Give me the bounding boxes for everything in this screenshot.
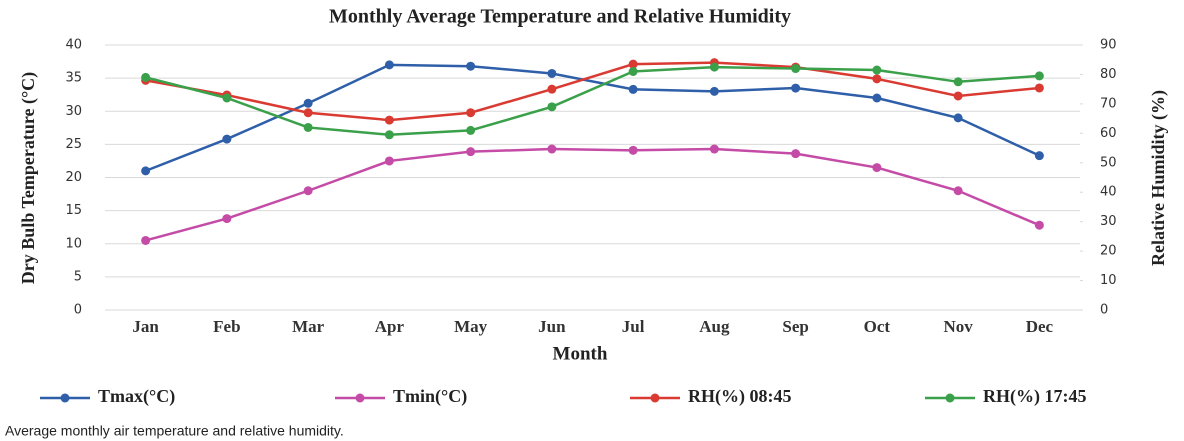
legend-marker xyxy=(650,393,660,403)
data-point xyxy=(1034,83,1044,93)
caption: Average monthly air temperature and rela… xyxy=(5,423,344,439)
y-tick-label: 10 xyxy=(65,236,82,251)
y2-tick-label: 70 xyxy=(1100,96,1117,111)
x-tick-label: May xyxy=(454,317,488,336)
x-axis-label: Month xyxy=(553,343,608,364)
data-point xyxy=(709,144,719,154)
data-point xyxy=(384,130,394,140)
data-point xyxy=(384,115,394,125)
data-point xyxy=(466,125,476,135)
series-line xyxy=(145,147,1040,242)
data-point xyxy=(628,145,638,155)
data-point xyxy=(872,65,882,75)
x-tick-label: Dec xyxy=(1026,317,1054,336)
y-tick-label: 0 xyxy=(74,303,82,318)
data-point xyxy=(872,93,882,103)
data-point xyxy=(872,163,882,173)
data-point xyxy=(222,93,232,103)
y-tick-label: 35 xyxy=(65,71,82,86)
series-line xyxy=(145,65,1040,137)
x-tick-label: Sep xyxy=(782,317,808,336)
x-tick-label: Jan xyxy=(132,317,159,336)
series-line xyxy=(145,61,1040,122)
y2-tick-label: 50 xyxy=(1100,155,1117,170)
y-tick-label: 20 xyxy=(65,170,82,185)
legend-marker xyxy=(60,393,70,403)
x-tick-label: Mar xyxy=(292,317,325,336)
data-point xyxy=(953,91,963,101)
legend-label: Tmax(°C) xyxy=(98,386,175,407)
data-point xyxy=(547,102,557,112)
data-point xyxy=(303,98,313,108)
data-point xyxy=(384,60,394,70)
x-tick-label: Feb xyxy=(213,317,240,336)
y-tick-label: 5 xyxy=(74,269,82,284)
data-point xyxy=(953,186,963,196)
data-point xyxy=(141,166,151,176)
y2-tick-label: 90 xyxy=(1100,38,1117,53)
y2-axis-label: Relative Humidity (%) xyxy=(1148,90,1169,266)
y-tick-label: 25 xyxy=(65,137,82,152)
data-point xyxy=(547,68,557,78)
legend-label: RH(%) 17:45 xyxy=(983,386,1086,407)
data-point xyxy=(1034,151,1044,161)
chart-title: Monthly Average Temperature and Relative… xyxy=(329,6,791,28)
data-point xyxy=(547,144,557,154)
data-point xyxy=(466,61,476,71)
data-point xyxy=(303,186,313,196)
data-point xyxy=(628,59,638,69)
data-point xyxy=(1034,71,1044,81)
legend-marker xyxy=(945,393,955,403)
data-point xyxy=(141,72,151,82)
data-point xyxy=(303,122,313,132)
x-tick-label: Jun xyxy=(538,317,566,336)
y-tick-label: 15 xyxy=(65,203,82,218)
data-point xyxy=(953,77,963,87)
x-tick-label: Oct xyxy=(864,317,891,336)
y2-tick-label: 0 xyxy=(1100,303,1108,318)
data-point xyxy=(1034,220,1044,230)
y2-tick-label: 10 xyxy=(1100,273,1117,288)
x-tick-label: Jul xyxy=(622,317,645,336)
data-point xyxy=(791,64,801,74)
x-tick-label: Aug xyxy=(699,317,730,336)
y2-tick-label: 30 xyxy=(1100,214,1117,229)
data-point xyxy=(791,149,801,159)
data-point xyxy=(791,83,801,93)
y2-tick-label: 20 xyxy=(1100,244,1117,259)
data-point xyxy=(222,134,232,144)
x-tick-label: Nov xyxy=(943,317,973,336)
y-tick-label: 40 xyxy=(65,38,82,53)
x-tick-label: Apr xyxy=(375,317,405,336)
data-point xyxy=(709,62,719,72)
data-point xyxy=(953,113,963,123)
legend-label: RH(%) 08:45 xyxy=(688,386,791,407)
data-point xyxy=(466,147,476,157)
data-point xyxy=(141,235,151,245)
data-point xyxy=(547,84,557,94)
y-tick-label: 30 xyxy=(65,104,82,119)
y2-tick-label: 40 xyxy=(1100,185,1117,200)
data-point xyxy=(628,84,638,94)
data-point xyxy=(872,74,882,84)
y2-tick-label: 60 xyxy=(1100,126,1117,141)
data-point xyxy=(222,214,232,224)
data-point xyxy=(466,108,476,118)
y2-tick-label: 80 xyxy=(1100,67,1117,82)
data-point xyxy=(303,108,313,118)
y-axis-label: Dry Bulb Temperature (°C) xyxy=(18,72,39,284)
legend-label: Tmin(°C) xyxy=(393,386,467,407)
data-point xyxy=(709,86,719,96)
data-point xyxy=(628,67,638,76)
legend-marker xyxy=(355,393,365,403)
data-point xyxy=(384,156,394,166)
